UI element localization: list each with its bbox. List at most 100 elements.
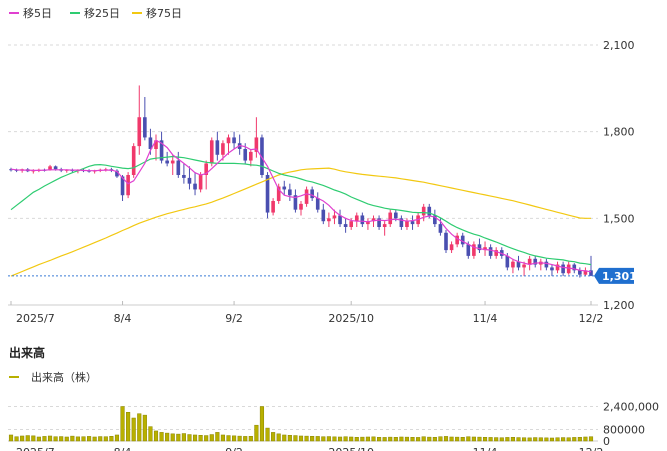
volume-bar	[137, 413, 142, 442]
volume-y-tick-label: 800000	[603, 424, 645, 437]
volume-bar	[232, 435, 237, 442]
volume-bar	[64, 436, 69, 442]
candle-body	[254, 137, 259, 152]
volume-bar	[75, 436, 80, 442]
volume-bar	[198, 435, 203, 442]
volume-bar	[343, 436, 348, 442]
volume-bar	[148, 426, 153, 442]
volume-bar	[527, 437, 532, 442]
volume-bar	[349, 436, 354, 442]
moving-averages	[10, 139, 592, 277]
candle-body	[137, 117, 142, 147]
candle-body	[321, 209, 326, 222]
candle-body	[466, 244, 471, 256]
candle-body	[354, 215, 359, 222]
candle-body	[550, 267, 554, 271]
price-chart: 移5日 移25日 移75日 1,301 1,200 1,500 1,800 2,100 2…	[8, 7, 635, 325]
candle-body	[282, 186, 287, 190]
volume-bar	[53, 436, 58, 442]
volume-bar	[455, 436, 460, 442]
volume-bar	[204, 435, 209, 442]
volume-bar	[47, 435, 53, 442]
candle-body	[120, 176, 125, 196]
candle-body	[511, 261, 515, 268]
candle-body	[53, 166, 58, 170]
candle-body	[366, 221, 370, 225]
price-y-tick-label: 1,200	[603, 299, 635, 312]
candle-body	[572, 264, 577, 271]
candle-body	[382, 224, 387, 227]
candle-body	[182, 175, 186, 178]
volume-bar	[81, 436, 86, 442]
candle-body	[477, 244, 482, 251]
volume-bar	[226, 435, 231, 442]
price-y-tick-label: 1,800	[603, 126, 635, 139]
candle-body	[561, 264, 565, 274]
candle-body	[393, 212, 398, 219]
volume-section-title: 出来高	[9, 345, 45, 360]
volume-bar	[276, 433, 281, 442]
volume-legend-label: 出来高（株）	[31, 370, 97, 384]
volume-bar	[187, 434, 192, 442]
candle-body	[176, 160, 181, 175]
candle-body	[438, 224, 443, 233]
legend-label: 移25日	[84, 7, 120, 20]
volume-bar	[410, 437, 415, 442]
volume-x-tick-label: 11/4	[473, 446, 498, 451]
volume-bar	[92, 436, 97, 442]
price-x-tick-label: 2025/7	[16, 312, 55, 325]
candle-body	[516, 261, 521, 268]
volume-bar	[114, 434, 120, 442]
legend-label: 移75日	[146, 7, 182, 20]
volume-bar	[293, 435, 298, 442]
candle-body	[288, 189, 292, 196]
volume-x-tick-label: 2025/7	[16, 446, 55, 451]
volume-bar	[237, 435, 242, 442]
volume-x-tick-label: 12/2	[579, 446, 604, 451]
candle-body	[170, 160, 175, 164]
candle-body	[338, 215, 342, 225]
volume-bar	[248, 436, 253, 442]
volume-bar	[477, 436, 482, 442]
candle-body	[204, 163, 209, 175]
volume-bar	[120, 406, 125, 442]
volume-bar	[131, 417, 136, 442]
volume-bar	[354, 437, 359, 442]
candle-body	[165, 160, 169, 164]
candle-body	[472, 244, 476, 256]
candle-body	[198, 175, 203, 190]
candle-body	[209, 140, 214, 164]
candle-body	[143, 117, 147, 138]
price-x-tick-label: 12/2	[579, 312, 604, 325]
volume-bar	[555, 437, 560, 442]
candle-body	[159, 140, 164, 161]
volume-bar	[243, 436, 248, 442]
price-grid	[8, 44, 598, 306]
volume-bar	[449, 436, 454, 442]
candle-body	[449, 244, 454, 251]
volume-bar	[42, 436, 47, 442]
volume-bar	[176, 433, 181, 442]
price-x-tick-label: 9/2	[225, 312, 243, 325]
volume-bar	[142, 414, 147, 442]
volume-bar	[516, 437, 521, 442]
volume-bar	[181, 433, 186, 442]
volume-x-tick-label: 9/2	[225, 446, 243, 451]
volume-bar	[371, 436, 376, 442]
volume-bar	[549, 437, 555, 442]
candle-body	[148, 137, 153, 149]
candle-body	[293, 195, 298, 210]
price-x-axis: 2025/7 8/4 9/2 2025/10 11/4 12/2	[10, 301, 604, 325]
volume-bar	[577, 437, 582, 442]
price-y-tick-label: 1,500	[603, 212, 635, 225]
volume-bar	[399, 436, 404, 442]
candle-body	[527, 258, 532, 265]
candle-body	[243, 149, 248, 161]
volume-bar	[109, 436, 114, 442]
candle-body	[232, 137, 236, 144]
candle-body	[271, 201, 275, 213]
volume-x-tick-label: 8/4	[114, 446, 132, 451]
price-x-tick-label: 2025/10	[328, 312, 374, 325]
price-y-axis: 1,200 1,500 1,800 2,100	[603, 39, 635, 312]
